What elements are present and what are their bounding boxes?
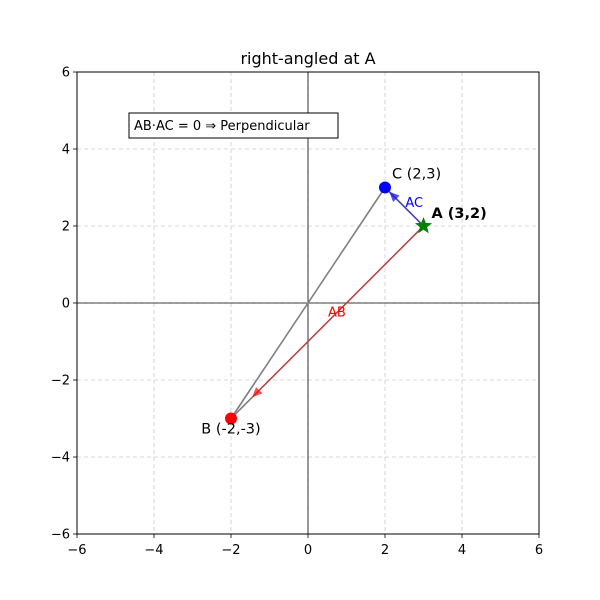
y-tick-label: −6 (51, 528, 70, 543)
vector-label-AB: AB (328, 306, 346, 321)
x-tick-label: −4 (144, 543, 163, 558)
point-B-marker (225, 412, 237, 425)
vector-AC-head (389, 191, 400, 202)
y-tick-label: −2 (51, 374, 70, 389)
y-tick-label: 4 (62, 143, 70, 158)
y-tick-label: −4 (51, 451, 70, 466)
x-tick-label: 4 (458, 543, 466, 558)
x-tick-label: 6 (535, 543, 543, 558)
ticks: −6 −4 −2 0 2 4 6 −6 −4 −2 0 2 4 6 (51, 66, 543, 559)
vector-AB-shaft (258, 225, 424, 391)
vector-label-AC: AC (405, 196, 423, 211)
point-C-marker (379, 181, 391, 194)
point-C-label: C (2,3) (392, 167, 441, 183)
y-tick-label: 6 (62, 66, 70, 81)
segment-BC (230, 187, 386, 419)
points: A (3,2) B (-2,-3) C (2,3) (201, 167, 486, 438)
y-tick-label: 2 (62, 220, 70, 235)
chart-title: right-angled at A (240, 49, 375, 68)
annotation-text: AB·AC = 0 ⇒ Perpendicular (134, 119, 310, 134)
y-tick-label: 0 (62, 297, 70, 312)
vector-AC-shaft (395, 198, 424, 227)
x-tick-label: −6 (67, 543, 86, 558)
point-B-label: B (-2,-3) (201, 422, 260, 438)
point-A-label: A (3,2) (432, 206, 487, 222)
vector-AB-head (252, 387, 263, 398)
annotation-box: AB·AC = 0 ⇒ Perpendicular (128, 112, 339, 139)
x-tick-label: −2 (221, 543, 240, 558)
x-tick-label: 0 (304, 543, 312, 558)
x-tick-label: 2 (381, 543, 389, 558)
vectors: AB AC (252, 191, 424, 398)
point-A-marker (414, 217, 433, 234)
